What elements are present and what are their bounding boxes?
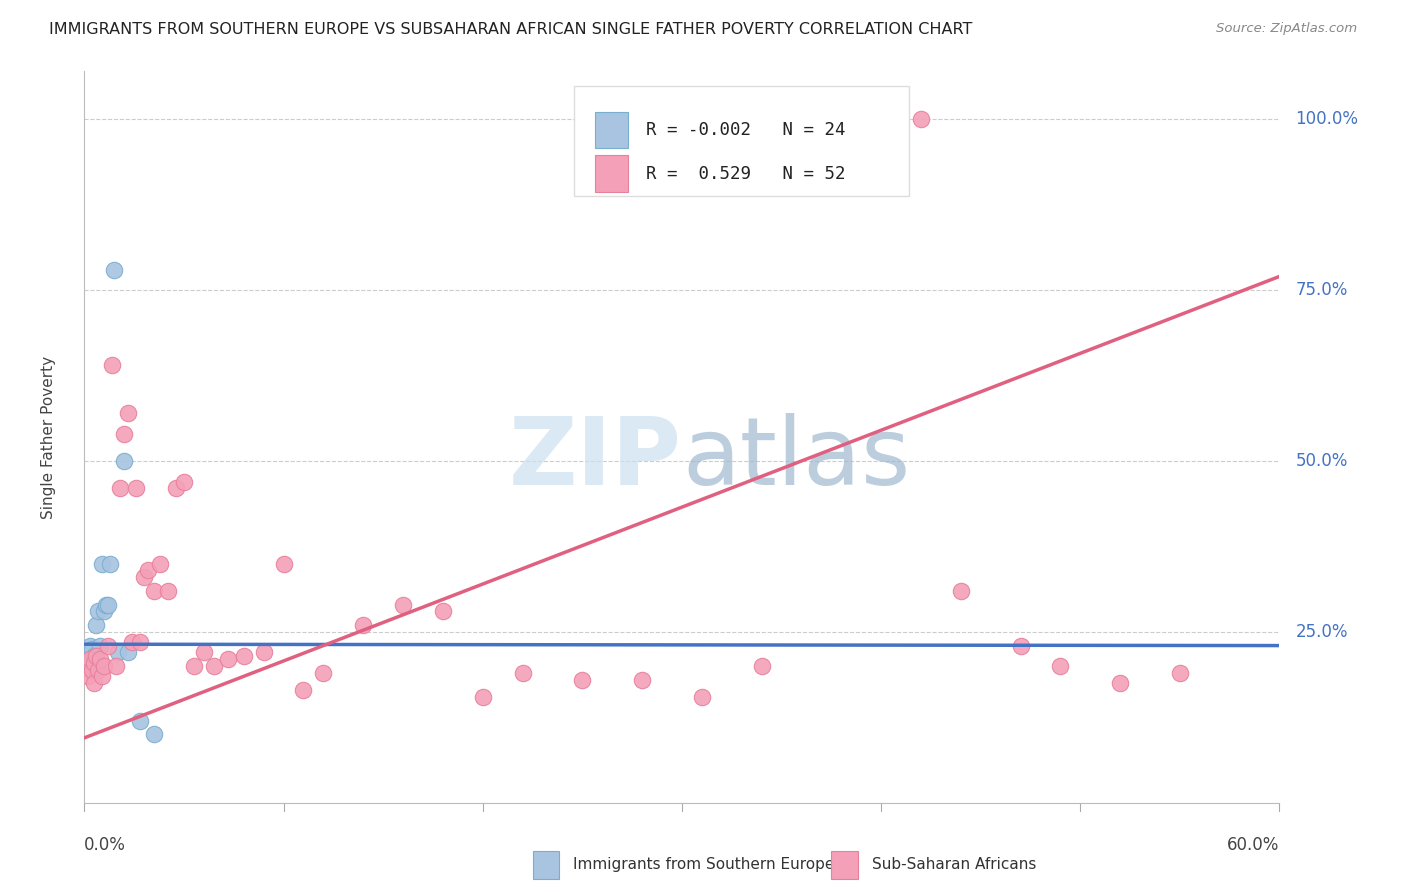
Point <box>193 645 215 659</box>
Point <box>103 262 125 277</box>
Point <box>77 645 100 659</box>
Point <box>132 570 156 584</box>
Point <box>82 663 104 677</box>
Point <box>93 604 115 618</box>
Point <box>83 676 105 690</box>
Point <box>79 639 101 653</box>
Point <box>86 659 108 673</box>
Point <box>97 598 120 612</box>
Point <box>97 639 120 653</box>
Point <box>173 475 195 489</box>
Point <box>79 663 101 677</box>
Point <box>87 663 110 677</box>
Point <box>77 659 100 673</box>
Point <box>217 652 239 666</box>
Point <box>392 598 415 612</box>
FancyBboxPatch shape <box>575 86 910 195</box>
Text: R = -0.002   N = 24: R = -0.002 N = 24 <box>647 121 845 139</box>
Text: Single Father Poverty: Single Father Poverty <box>41 356 56 518</box>
Text: Sub-Saharan Africans: Sub-Saharan Africans <box>872 857 1036 872</box>
Point <box>352 618 374 632</box>
Point <box>98 557 121 571</box>
Point <box>117 406 139 420</box>
Point <box>143 583 166 598</box>
Point <box>101 359 124 373</box>
Point <box>143 727 166 741</box>
Text: IMMIGRANTS FROM SOUTHERN EUROPE VS SUBSAHARAN AFRICAN SINGLE FATHER POVERTY CORR: IMMIGRANTS FROM SOUTHERN EUROPE VS SUBSA… <box>49 22 973 37</box>
Point <box>82 642 104 657</box>
FancyBboxPatch shape <box>595 155 628 192</box>
Point <box>121 635 143 649</box>
Point <box>112 426 135 441</box>
Point <box>89 652 111 666</box>
Text: 50.0%: 50.0% <box>1295 452 1348 470</box>
Point <box>165 481 187 495</box>
FancyBboxPatch shape <box>533 851 558 879</box>
Point <box>91 557 114 571</box>
Text: Source: ZipAtlas.com: Source: ZipAtlas.com <box>1216 22 1357 36</box>
Point <box>75 648 97 663</box>
Point <box>949 583 972 598</box>
Point <box>82 652 104 666</box>
Point <box>110 481 132 495</box>
Point <box>83 648 105 663</box>
Point <box>1109 676 1132 690</box>
Point <box>432 604 454 618</box>
FancyBboxPatch shape <box>831 851 858 879</box>
Point <box>75 659 97 673</box>
Point <box>1049 659 1071 673</box>
Point <box>77 669 100 683</box>
Point <box>129 714 152 728</box>
Text: 75.0%: 75.0% <box>1295 281 1348 299</box>
Text: atlas: atlas <box>682 413 910 505</box>
Point <box>86 648 108 663</box>
Point <box>1010 639 1032 653</box>
Point <box>86 618 108 632</box>
Point <box>631 673 654 687</box>
Point <box>96 598 118 612</box>
FancyBboxPatch shape <box>595 112 628 148</box>
Point <box>112 454 135 468</box>
Point <box>89 639 111 653</box>
Point <box>751 659 773 673</box>
Point <box>183 659 205 673</box>
Text: Immigrants from Southern Europe: Immigrants from Southern Europe <box>574 857 835 872</box>
Point <box>87 604 110 618</box>
Point <box>149 557 172 571</box>
Text: R =  0.529   N = 52: R = 0.529 N = 52 <box>647 165 845 183</box>
Point <box>83 656 105 670</box>
Point <box>107 645 129 659</box>
Point <box>157 583 180 598</box>
Point <box>910 112 932 127</box>
Point <box>83 656 105 670</box>
Point <box>117 645 139 659</box>
Point <box>273 557 295 571</box>
Point <box>93 659 115 673</box>
Text: 0.0%: 0.0% <box>84 836 127 854</box>
Text: 25.0%: 25.0% <box>1295 623 1348 641</box>
Point <box>292 683 315 698</box>
Point <box>79 652 101 666</box>
Point <box>136 563 159 577</box>
Point <box>129 635 152 649</box>
Point <box>105 659 128 673</box>
Point <box>830 112 852 127</box>
Point <box>1168 665 1191 680</box>
Text: ZIP: ZIP <box>509 413 682 505</box>
Point <box>690 690 713 704</box>
Point <box>571 673 593 687</box>
Text: 100.0%: 100.0% <box>1295 111 1358 128</box>
Point <box>91 669 114 683</box>
Point <box>232 648 254 663</box>
Point <box>312 665 335 680</box>
Point <box>125 481 148 495</box>
Point <box>471 690 494 704</box>
Point <box>253 645 276 659</box>
Point <box>202 659 225 673</box>
Text: 60.0%: 60.0% <box>1227 836 1279 854</box>
Point <box>512 665 534 680</box>
